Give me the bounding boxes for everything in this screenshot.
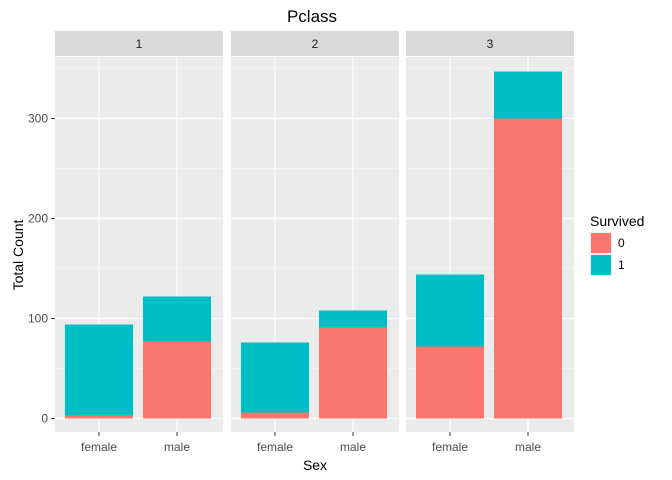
y-tick-label: 300 [28,112,48,126]
y-tick-label: 200 [28,212,48,226]
y-axis: 0 100 200 300 [28,112,55,426]
bar-1-male-survived-1 [143,296,211,342]
bar-1-female-survived-1 [65,324,133,416]
facet-strip [406,31,574,56]
x-tick-label: male [340,440,366,454]
facet-panel-2: 2 [231,31,399,432]
legend: Survived 0 1 [590,213,644,276]
facet-panel-1: 1 [55,31,223,432]
facet-strip-label: 3 [487,37,494,51]
x-axis-title: Sex [303,457,327,473]
legend-key-1 [591,255,611,275]
chart-title: Pclass [287,7,337,26]
bar-1-female-survived-0 [65,415,133,419]
bar-2-male-survived-1 [319,310,387,328]
facet-panels: 1 2 3 [55,31,574,432]
bar-2-male-survived-0 [319,327,387,419]
y-tick-label: 100 [28,312,48,326]
y-axis-title: Total Count [10,219,26,290]
bar-3-female-survived-0 [416,346,484,419]
legend-label-1: 1 [618,258,625,272]
facet-strip-label: 2 [312,37,319,51]
bar-1-male-survived-0 [143,341,211,419]
x-tick-label: male [515,440,541,454]
bar-2-female-survived-1 [241,342,309,413]
x-axis: female male female male female male [81,432,541,454]
legend-key-0 [591,233,611,253]
bar-3-male-survived-0 [494,118,562,419]
legend-label-0: 0 [618,236,625,250]
bar-2-female-survived-0 [241,412,309,419]
facet-strip-label: 1 [136,37,143,51]
bar-3-female-survived-1 [416,274,484,347]
legend-title: Survived [590,213,644,229]
y-tick-label: 0 [41,412,48,426]
facet-strip [231,31,399,56]
x-tick-label: female [81,440,117,454]
facet-strip [55,31,223,56]
x-tick-label: female [257,440,293,454]
facet-panel-3: 3 [406,31,574,432]
x-tick-label: male [164,440,190,454]
x-tick-label: female [432,440,468,454]
bar-3-male-survived-1 [494,71,562,119]
